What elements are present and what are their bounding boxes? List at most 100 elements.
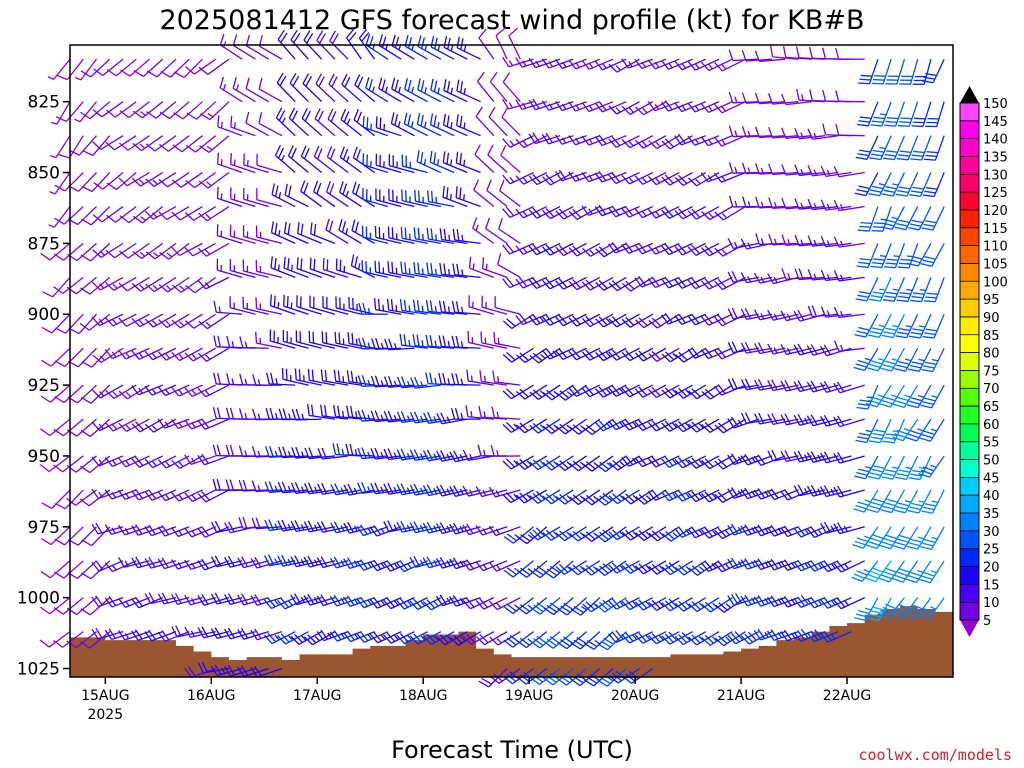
barb-staff (415, 560, 442, 568)
barb-staff (404, 123, 428, 137)
barb-flag (730, 453, 739, 464)
barb-flag (585, 349, 594, 359)
barb-flag (532, 492, 542, 502)
barb-staff (245, 122, 269, 137)
barb-half-flag (760, 276, 765, 283)
barb-flag (294, 555, 301, 567)
barb-flag (502, 72, 511, 83)
barb-flag (307, 593, 315, 605)
barb-flag (820, 562, 829, 573)
wind-barb (517, 526, 548, 545)
barb-staff (442, 526, 468, 535)
barb-staff (602, 384, 627, 398)
barb-staff (929, 418, 945, 442)
barb-flag (582, 567, 592, 576)
barb-staff (348, 454, 375, 457)
wind-barb (714, 560, 746, 573)
barb-flag (757, 454, 766, 465)
wind-barb (727, 592, 759, 606)
plot-frame (69, 44, 954, 678)
wind-barb (54, 489, 84, 510)
barb-half-flag (290, 264, 293, 272)
barb-flag (237, 557, 245, 568)
barb-staff (468, 489, 494, 497)
wind-barb (925, 101, 945, 128)
barb-staff (125, 347, 150, 360)
barb-flag (386, 597, 395, 608)
barb-half-flag (721, 249, 727, 255)
wind-barb (495, 27, 508, 60)
barb-flag (881, 541, 893, 546)
wind-barb (104, 628, 137, 641)
barb-flag (595, 567, 606, 577)
barb-staff (746, 276, 773, 284)
barb-staff (865, 172, 879, 196)
barb-flag (360, 596, 369, 607)
barb-flag (810, 630, 819, 641)
barb-staff (867, 243, 879, 268)
barb-flag (388, 338, 394, 350)
barb-flag (661, 389, 671, 399)
barb-flag (284, 183, 288, 196)
barb-half-flag (917, 536, 925, 540)
barb-flag (422, 635, 432, 645)
barb-flag (201, 418, 210, 429)
barb-staff (881, 101, 892, 127)
barb-staff (772, 56, 799, 60)
barb-flag (425, 372, 429, 384)
barb-half-flag (817, 599, 823, 606)
barb-staff (512, 597, 534, 615)
barb-staff (125, 597, 150, 608)
barb-half-flag (575, 62, 580, 68)
barb-flag (920, 611, 932, 617)
wind-barb (608, 384, 640, 397)
barb-staff (681, 526, 707, 538)
barb-flag (625, 493, 635, 503)
barb-flag (621, 564, 631, 574)
barb-staff (509, 171, 534, 185)
barb-flag (321, 447, 327, 459)
wind-barb (146, 58, 177, 78)
barb-flag (241, 556, 249, 567)
barb-staff (838, 347, 865, 352)
barb-flag (422, 522, 430, 534)
barb-flag (882, 606, 894, 613)
barb-flag (290, 594, 298, 605)
wind-barb (294, 368, 322, 386)
barb-staff (827, 597, 852, 609)
barb-staff (271, 631, 296, 645)
barb-flag (338, 219, 343, 231)
barb-staff (538, 347, 561, 364)
barb-staff (208, 135, 230, 153)
barb-staff (50, 526, 71, 546)
wind-barb (417, 78, 442, 103)
barb-half-flag (672, 352, 678, 359)
barb-staff (497, 631, 521, 646)
barb-flag (766, 596, 775, 607)
barb-staff (907, 277, 919, 302)
wind-barb (515, 313, 548, 326)
barb-staff (62, 276, 84, 294)
barb-half-flag (566, 391, 573, 397)
wind-barb (727, 557, 759, 570)
barb-flag (356, 633, 365, 643)
barb-staff (786, 418, 812, 426)
barb-flag (868, 399, 880, 405)
barb-flag (867, 475, 880, 480)
barb-flag (906, 262, 919, 267)
barb-flag (907, 610, 919, 616)
wind-barb (727, 238, 759, 250)
barb-flag (555, 170, 563, 182)
barb-half-flag (879, 288, 886, 291)
wind-barb (647, 418, 680, 432)
barb-flag (598, 279, 608, 289)
barb-staff (454, 311, 481, 315)
barb-flag (298, 369, 301, 381)
barb-staff (746, 384, 773, 391)
barb-half-flag (878, 358, 885, 361)
barb-half-flag (424, 121, 427, 128)
barb-flag (784, 379, 791, 391)
barb-flag (823, 521, 831, 533)
barb-flag (324, 369, 328, 382)
barb-flag (923, 572, 935, 577)
